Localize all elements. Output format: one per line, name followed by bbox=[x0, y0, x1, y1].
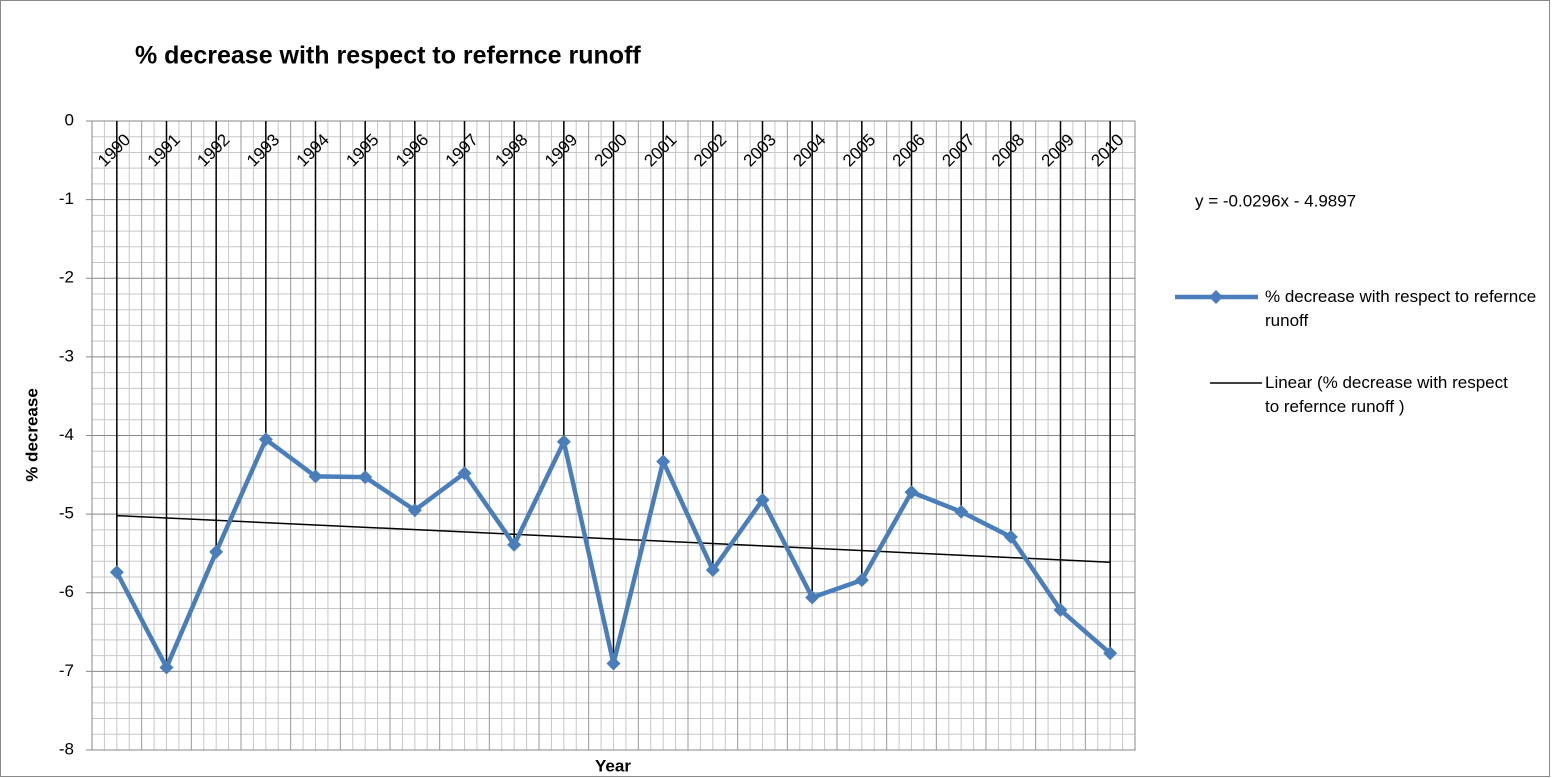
data-point bbox=[457, 466, 472, 481]
data-point bbox=[904, 485, 919, 500]
data-point bbox=[209, 544, 224, 559]
y-tick-label: -1 bbox=[59, 189, 74, 208]
chart-title: % decrease with respect to refernce runo… bbox=[135, 42, 641, 70]
data-point bbox=[1103, 646, 1118, 661]
data-point bbox=[358, 470, 373, 485]
data-point bbox=[556, 434, 571, 449]
data-point bbox=[805, 590, 820, 605]
y-tick-label: -7 bbox=[59, 661, 74, 680]
y-tick-label: -2 bbox=[59, 268, 74, 287]
y-tick-label: -5 bbox=[59, 504, 74, 523]
legend-trendline: Linear (% decrease with respect to refer… bbox=[1265, 373, 1508, 416]
trendline-equation: y = -0.0296x - 4.9897 bbox=[1195, 191, 1356, 210]
legend-marker bbox=[1209, 290, 1223, 304]
y-tick-label: -3 bbox=[59, 346, 74, 365]
data-point bbox=[755, 492, 770, 507]
data-point bbox=[1003, 529, 1018, 544]
data-point bbox=[656, 454, 671, 469]
y-tick-label: -4 bbox=[59, 425, 74, 444]
data-point bbox=[606, 656, 621, 671]
y-axis-label: % decrease bbox=[22, 388, 41, 482]
y-tick-label: -8 bbox=[59, 739, 74, 758]
legend-series: % decrease with respect to refernce runo… bbox=[1265, 287, 1537, 330]
data-point bbox=[407, 503, 422, 518]
data-point bbox=[1053, 603, 1068, 618]
data-point bbox=[705, 562, 720, 577]
data-point bbox=[507, 537, 522, 552]
data-point bbox=[258, 432, 273, 447]
y-tick-label: -6 bbox=[59, 582, 74, 601]
x-axis-label: Year bbox=[595, 756, 631, 775]
y-tick-label: 0 bbox=[65, 110, 74, 129]
data-point bbox=[308, 469, 323, 484]
data-point bbox=[159, 660, 174, 675]
data-point bbox=[854, 573, 869, 588]
trendline bbox=[116, 514, 1111, 563]
data-point bbox=[109, 565, 124, 580]
data-point bbox=[954, 504, 969, 519]
